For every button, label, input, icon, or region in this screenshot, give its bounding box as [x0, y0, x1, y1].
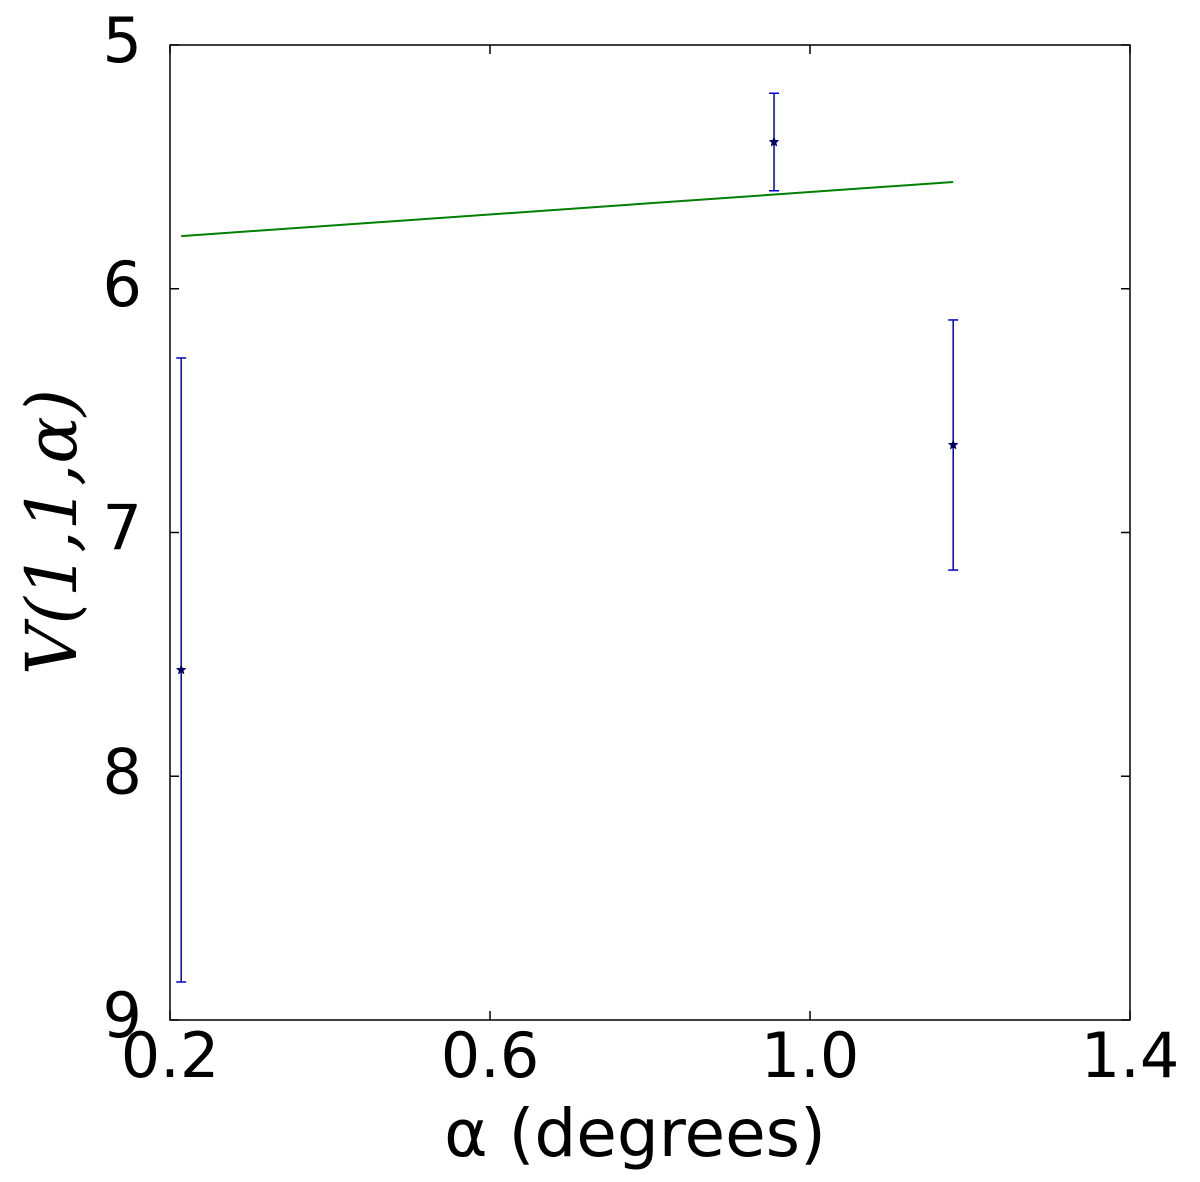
y-axis-label: V(1,1,α): [11, 389, 93, 675]
x-tick-label: 0.6: [441, 1019, 540, 1092]
point-marker: [947, 439, 959, 450]
y-tick-label: 8: [103, 735, 142, 808]
y-tick-label: 7: [103, 492, 142, 565]
y-tick-label: 5: [103, 4, 142, 77]
x-axis-label: α (degrees): [444, 1095, 826, 1172]
x-tick-label: 0.2: [121, 1019, 220, 1092]
fit-line: [181, 180, 954, 238]
x-tick-label: 1.0: [761, 1019, 860, 1092]
plot-frame: [169, 44, 1131, 1021]
point-marker: [175, 664, 187, 675]
x-tick-label: 1.4: [1081, 1019, 1180, 1092]
y-tick-label: 9: [103, 979, 142, 1052]
point-marker: [768, 136, 780, 147]
y-tick-label: 6: [103, 248, 142, 321]
